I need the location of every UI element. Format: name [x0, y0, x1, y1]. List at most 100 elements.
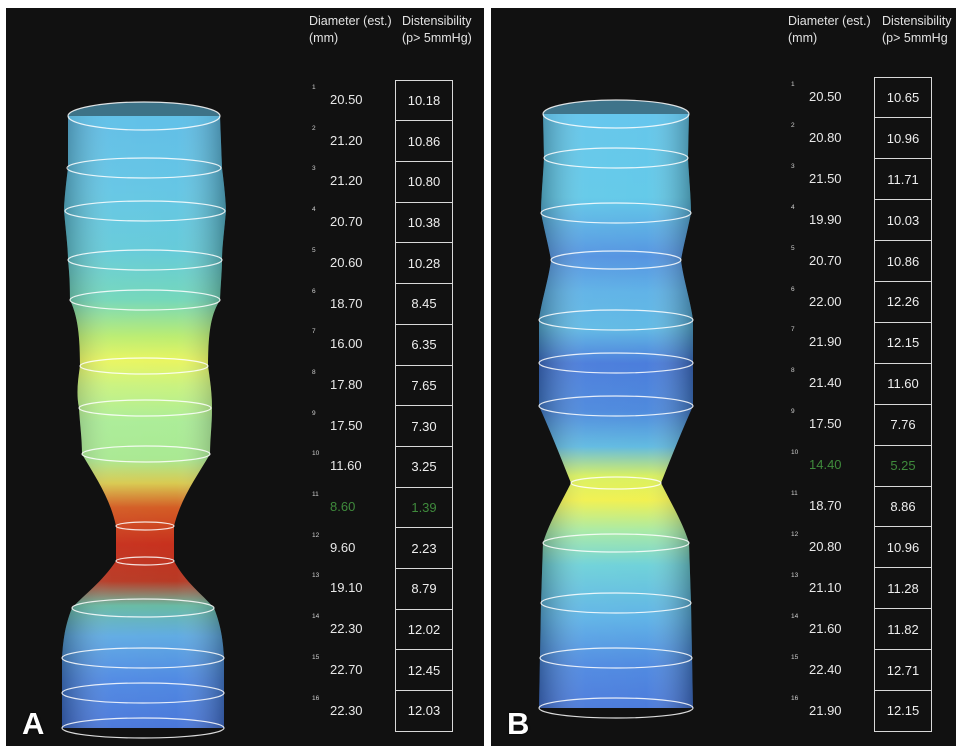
distensibility-cell: 8.79	[395, 568, 453, 610]
row-number: 14	[312, 613, 320, 621]
diameter-value: 11.60	[330, 458, 362, 474]
diameter-value: 21.60	[809, 620, 842, 636]
distensibility-cell: 12.71	[874, 649, 932, 692]
diameter-value: 20.60	[330, 254, 363, 270]
distensibility-cell: 12.03	[395, 690, 453, 732]
diameter-value: 20.80	[809, 129, 842, 145]
diameter-value: 21.10	[809, 579, 842, 595]
row-number: 8	[791, 367, 795, 375]
distensibility-cell: 12.15	[874, 321, 932, 364]
diameter-value: 21.40	[809, 375, 842, 391]
distensibility-cell: 6.35	[395, 323, 453, 366]
diameter-value: 14.40	[809, 457, 842, 473]
row-number: 15	[791, 653, 799, 661]
row-number: 7	[312, 328, 316, 336]
header-distensibility: Distensibility (p> 5mmHg)	[402, 14, 472, 45]
row-number: 5	[312, 246, 316, 254]
diameter-value: 21.90	[809, 702, 842, 718]
row-number: 4	[312, 206, 316, 214]
panel-label-b: B	[507, 706, 530, 741]
diameter-value: 9.60	[330, 539, 356, 555]
row-number: 11	[312, 491, 319, 498]
diameter-value: 8.60	[330, 499, 356, 514]
row-number: 5	[791, 244, 795, 252]
distensibility-cell: 12.02	[395, 608, 453, 651]
diameter-value: 20.80	[809, 538, 842, 554]
distensibility-cell: 1.39	[395, 486, 453, 529]
diameter-value: 19.90	[809, 211, 842, 227]
row-number: 9	[312, 409, 316, 417]
distensibility-cell: 10.86	[395, 120, 453, 163]
diameter-value: 20.50	[809, 89, 842, 104]
distensibility-cell: 8.86	[874, 485, 932, 528]
diameter-value: 17.50	[330, 417, 363, 433]
distensibility-cell: 10.80	[395, 161, 453, 203]
distensibility-cell: 11.28	[874, 567, 932, 610]
row-number: 6	[312, 287, 316, 295]
distensibility-cell: 7.65	[395, 364, 453, 407]
distensibility-cell: 12.26	[874, 281, 932, 323]
diameter-value: 20.50	[330, 92, 363, 107]
diameter-value: 16.00	[330, 336, 363, 352]
distensibility-cell: 7.30	[395, 405, 453, 447]
diameter-value: 22.40	[809, 661, 842, 677]
row-number: 6	[791, 285, 795, 293]
row-number: 1	[791, 81, 795, 88]
row-number: 10	[791, 449, 799, 457]
distensibility-cell: 10.18	[395, 79, 453, 122]
distensibility-cell: 10.96	[874, 117, 932, 160]
row-number: 1	[312, 84, 316, 91]
diameter-value: 20.70	[330, 214, 363, 230]
diameter-value: 21.90	[809, 334, 842, 350]
diameter-value: 17.50	[809, 416, 842, 432]
distensibility-cell: 11.71	[874, 158, 932, 201]
distensibility-cell: 10.28	[395, 242, 453, 285]
diameter-value: 22.00	[809, 293, 842, 309]
row-number: 15	[312, 653, 320, 661]
row-number: 10	[312, 450, 320, 458]
diameter-value: 21.20	[330, 173, 363, 189]
row-number: 11	[791, 490, 798, 497]
row-number: 9	[791, 408, 795, 416]
diameter-value: 21.50	[809, 170, 842, 186]
row-number: 13	[312, 572, 320, 580]
row-number: 2	[312, 124, 316, 132]
distensibility-cell: 8.45	[395, 283, 453, 325]
diameter-value: 18.70	[809, 498, 842, 513]
panel-a: Diameter (est.) (mm) Distensibility (p> …	[6, 8, 484, 746]
header-diameter: Diameter (est.) (mm)	[788, 14, 871, 45]
diameter-value: 22.30	[330, 621, 363, 637]
distensibility-cell: 3.25	[395, 445, 453, 488]
distensibility-cell: 10.86	[874, 240, 932, 283]
row-number: 13	[791, 571, 799, 579]
diameter-value: 19.10	[330, 580, 363, 596]
distensibility-cell: 10.96	[874, 526, 932, 569]
distensibility-cell: 11.82	[874, 608, 932, 651]
row-number: 14	[791, 612, 799, 620]
distensibility-cell: 10.65	[874, 76, 932, 119]
distensibility-cell: 5.25	[874, 444, 932, 487]
distensibility-cell: 2.23	[395, 527, 453, 570]
row-number: 7	[791, 326, 795, 334]
panel-label-a: A	[22, 706, 45, 741]
diameter-value: 17.80	[330, 376, 363, 392]
diameter-value: 18.70	[330, 295, 363, 311]
row-number: 8	[312, 368, 316, 376]
row-number: 2	[791, 121, 795, 129]
panel-b: Diameter (est.) (mm) Distensibility (p> …	[491, 8, 956, 746]
row-number: 3	[791, 162, 795, 170]
vessel-model-a	[61, 101, 226, 739]
header-diameter: Diameter (est.) (mm)	[309, 14, 392, 45]
header-distensibility: Distensibility (p> 5mmHg	[882, 14, 952, 45]
diameter-value: 22.30	[330, 702, 363, 718]
vessel-model-b	[538, 99, 694, 719]
distensibility-cell: 11.60	[874, 362, 932, 405]
distensibility-cell: 12.15	[874, 690, 932, 732]
distensibility-cell: 10.03	[874, 199, 932, 242]
distensibility-cell: 10.38	[395, 201, 453, 244]
diameter-value: 22.70	[330, 661, 363, 677]
row-number: 12	[791, 530, 799, 538]
row-number: 16	[312, 694, 320, 702]
row-number: 12	[312, 531, 320, 539]
row-number: 16	[791, 694, 799, 702]
